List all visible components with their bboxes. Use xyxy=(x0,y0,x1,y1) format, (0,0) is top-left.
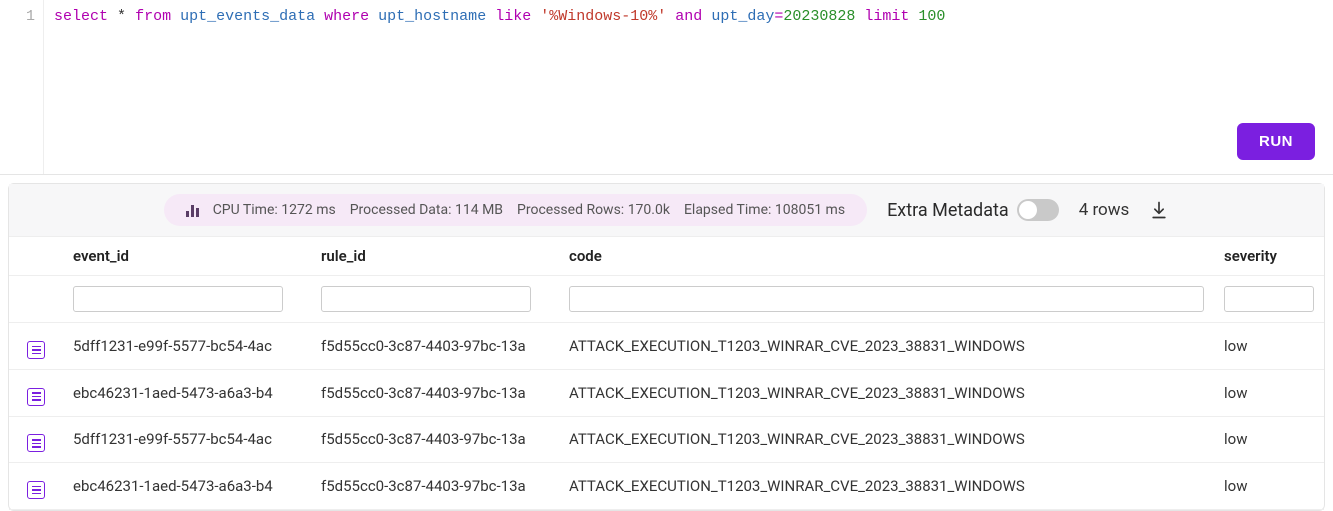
table-row[interactable]: 5dff1231-e99f-5577-bc54-4acf5d55cc0-3c87… xyxy=(9,323,1324,370)
cell-severity: low xyxy=(1214,323,1324,370)
table-header-row: event_id rule_id code severity xyxy=(9,237,1324,276)
column-header-rule-id[interactable]: rule_id xyxy=(311,237,559,276)
stat-cpu: CPU Time: 1272 ms xyxy=(213,202,336,218)
cell-rule_id: f5d55cc0-3c87-4403-97bc-13a xyxy=(311,463,559,510)
table-row[interactable]: 5dff1231-e99f-5577-bc54-4acf5d55cc0-3c87… xyxy=(9,416,1324,463)
token-table: upt_events_data xyxy=(180,8,315,25)
stat-label: Processed Rows: xyxy=(517,202,624,218)
token-keyword: where xyxy=(324,8,369,25)
column-header-icon xyxy=(9,237,63,276)
cell-rule_id: f5d55cc0-3c87-4403-97bc-13a xyxy=(311,323,559,370)
column-header-code[interactable]: code xyxy=(559,237,1214,276)
token-number: 20230828 xyxy=(783,8,855,25)
cell-code: ATTACK_EXECUTION_T1203_WINRAR_CVE_2023_3… xyxy=(559,323,1214,370)
document-icon xyxy=(27,481,45,499)
extra-metadata-label: Extra Metadata xyxy=(887,200,1009,221)
results-tbody: 5dff1231-e99f-5577-bc54-4acf5d55cc0-3c87… xyxy=(9,323,1324,510)
stat-processed-data: Processed Data: 114 MB xyxy=(350,202,503,218)
cell-severity: low xyxy=(1214,369,1324,416)
cell-event_id: 5dff1231-e99f-5577-bc54-4ac xyxy=(63,323,311,370)
stat-value: 114 MB xyxy=(455,202,503,218)
token-keyword: limit xyxy=(864,8,909,25)
cell-severity: low xyxy=(1214,463,1324,510)
filter-input-severity[interactable] xyxy=(1224,286,1314,312)
cell-event_id: ebc46231-1aed-5473-a6a3-b4 xyxy=(63,463,311,510)
token-keyword: select xyxy=(54,8,108,25)
stat-elapsed: Elapsed Time: 108051 ms xyxy=(684,202,845,218)
token-operator: = xyxy=(774,8,783,25)
results-table: event_id rule_id code severity 5dff1231-… xyxy=(9,237,1324,510)
filter-input-event-id[interactable] xyxy=(73,286,283,312)
stats-bar: CPU Time: 1272 ms Processed Data: 114 MB… xyxy=(9,184,1324,237)
cell-event_id: ebc46231-1aed-5473-a6a3-b4 xyxy=(63,369,311,416)
download-icon[interactable] xyxy=(1149,200,1169,220)
sql-editor: 1 select * from upt_events_data where up… xyxy=(0,0,1333,175)
stat-value: 108051 ms xyxy=(775,202,845,218)
run-button[interactable]: RUN xyxy=(1237,123,1315,160)
token-number: 100 xyxy=(918,8,945,25)
row-details-icon-cell[interactable] xyxy=(9,369,63,416)
stat-label: Elapsed Time: xyxy=(684,202,771,218)
line-number: 1 xyxy=(0,8,35,25)
sql-textarea[interactable]: select * from upt_events_data where upt_… xyxy=(44,0,1333,174)
cell-rule_id: f5d55cc0-3c87-4403-97bc-13a xyxy=(311,416,559,463)
toggle-knob xyxy=(1019,201,1037,219)
row-details-icon-cell[interactable] xyxy=(9,416,63,463)
column-header-severity[interactable]: severity xyxy=(1214,237,1324,276)
table-row[interactable]: ebc46231-1aed-5473-a6a3-b4f5d55cc0-3c87-… xyxy=(9,463,1324,510)
filter-row xyxy=(9,276,1324,323)
stat-value: 1272 ms xyxy=(281,202,335,218)
stat-label: Processed Data: xyxy=(350,202,452,218)
cell-code: ATTACK_EXECUTION_T1203_WINRAR_CVE_2023_3… xyxy=(559,369,1214,416)
token-column: upt_day xyxy=(711,8,774,25)
row-details-icon-cell[interactable] xyxy=(9,463,63,510)
results-panel: CPU Time: 1272 ms Processed Data: 114 MB… xyxy=(8,183,1325,511)
stat-label: CPU Time: xyxy=(213,202,278,218)
stats-pill: CPU Time: 1272 ms Processed Data: 114 MB… xyxy=(164,194,867,226)
token-keyword: like xyxy=(495,8,531,25)
column-header-event-id[interactable]: event_id xyxy=(63,237,311,276)
cell-severity: low xyxy=(1214,416,1324,463)
document-icon xyxy=(27,388,45,406)
line-gutter: 1 xyxy=(0,0,44,174)
cell-code: ATTACK_EXECUTION_T1203_WINRAR_CVE_2023_3… xyxy=(559,463,1214,510)
table-row[interactable]: ebc46231-1aed-5473-a6a3-b4f5d55cc0-3c87-… xyxy=(9,369,1324,416)
stat-value: 170.0k xyxy=(628,202,670,218)
row-count-label: 4 rows xyxy=(1079,200,1130,220)
token-keyword: from xyxy=(135,8,171,25)
cell-event_id: 5dff1231-e99f-5577-bc54-4ac xyxy=(63,416,311,463)
extra-metadata-group: Extra Metadata xyxy=(887,199,1059,221)
cell-code: ATTACK_EXECUTION_T1203_WINRAR_CVE_2023_3… xyxy=(559,416,1214,463)
stat-processed-rows: Processed Rows: 170.0k xyxy=(517,202,670,218)
document-icon xyxy=(27,341,45,359)
token-star: * xyxy=(117,8,126,25)
token-string: '%Windows-10%' xyxy=(540,8,666,25)
extra-metadata-toggle[interactable] xyxy=(1017,199,1059,221)
filter-input-rule-id[interactable] xyxy=(321,286,531,312)
document-icon xyxy=(27,434,45,452)
token-keyword: and xyxy=(675,8,702,25)
token-column: upt_hostname xyxy=(378,8,486,25)
cell-rule_id: f5d55cc0-3c87-4403-97bc-13a xyxy=(311,369,559,416)
bar-chart-icon xyxy=(186,203,199,217)
filter-input-code[interactable] xyxy=(569,286,1204,312)
row-details-icon-cell[interactable] xyxy=(9,323,63,370)
